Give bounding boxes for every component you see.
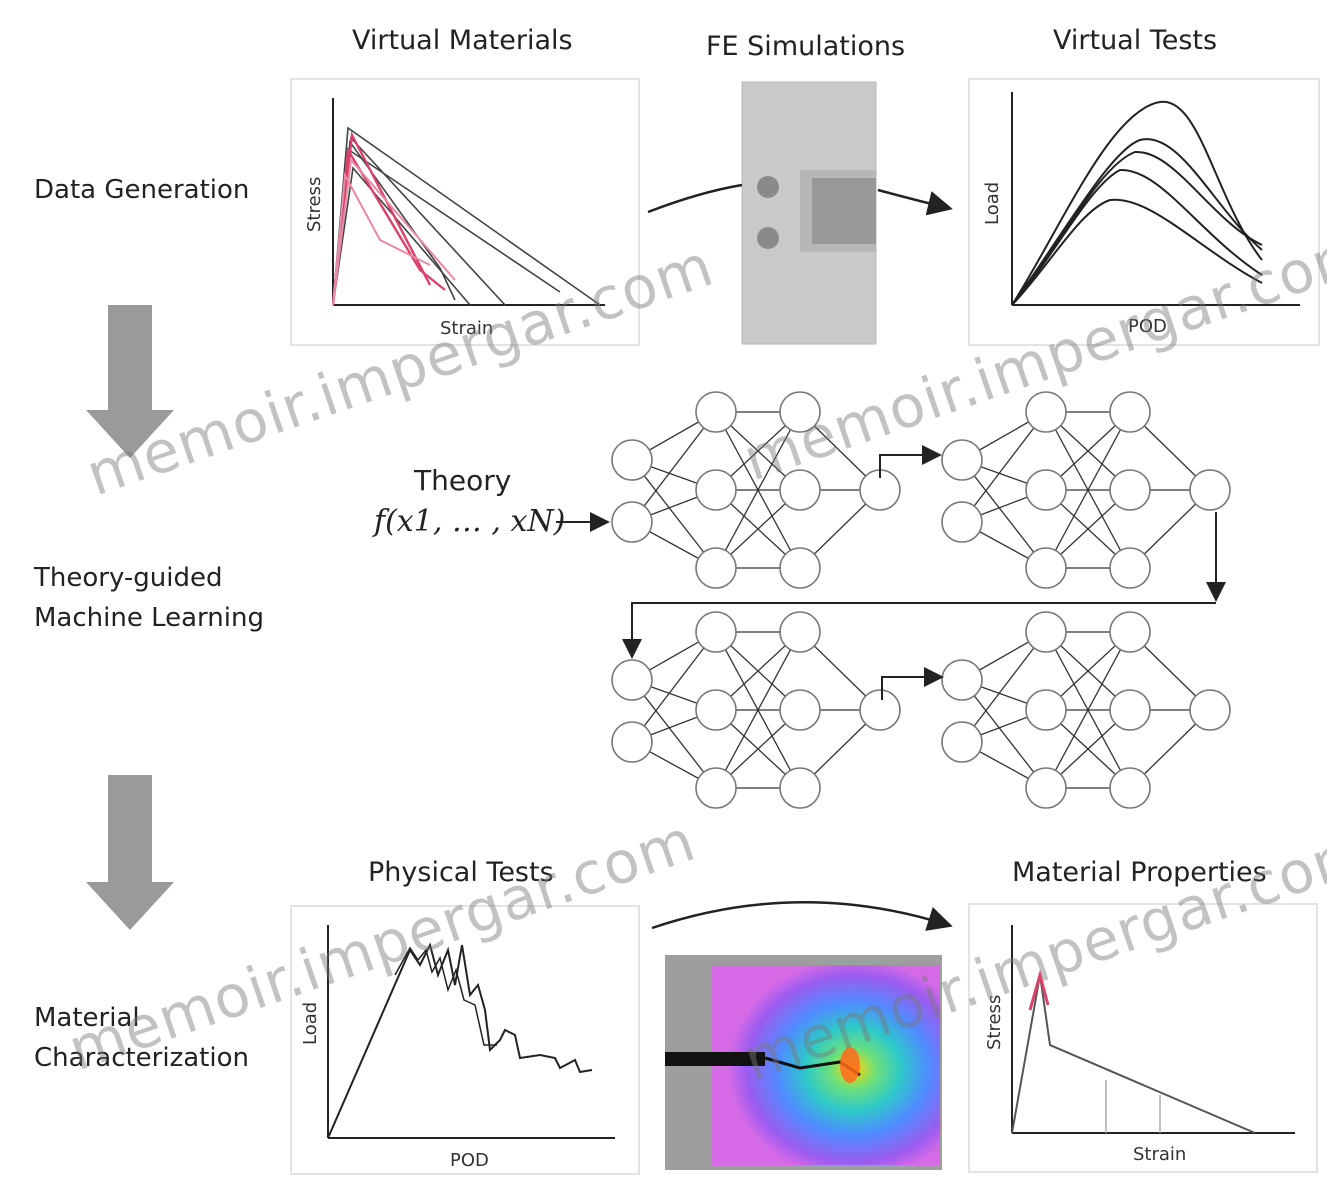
nn-node: [780, 612, 820, 652]
nn-node: [696, 548, 736, 588]
arrow-pt-to-mp: [652, 902, 948, 928]
pt-y-label: Load: [300, 1002, 321, 1045]
nn-node: [1110, 470, 1150, 510]
nn-node: [942, 502, 982, 542]
nn-node: [1110, 690, 1150, 730]
neural-network-2: [942, 392, 1230, 588]
nn-node: [1190, 690, 1230, 730]
nn-node: [780, 548, 820, 588]
vm-y-label: Stress: [304, 177, 325, 232]
nn-node: [696, 470, 736, 510]
nn-node: [1026, 612, 1066, 652]
nn-node: [942, 660, 982, 700]
mp-x-label: Strain: [1133, 1144, 1186, 1165]
nn-node: [1190, 470, 1230, 510]
nn-node: [942, 722, 982, 762]
vt-y-label: Load: [982, 182, 1003, 225]
nn-node: [612, 660, 652, 700]
nn-node: [696, 392, 736, 432]
nn-node: [1026, 548, 1066, 588]
nn-node: [696, 768, 736, 808]
nn-node: [1110, 548, 1150, 588]
arrow-fe-to-vt: [878, 190, 948, 208]
nn-node: [1110, 612, 1150, 652]
nn-node: [1026, 690, 1066, 730]
neural-network-3: [612, 612, 900, 808]
nn-node: [942, 440, 982, 480]
nn-node: [612, 440, 652, 480]
nn-node: [1110, 768, 1150, 808]
arrow-vm-to-fe: [648, 185, 742, 212]
nn-node: [1026, 470, 1066, 510]
nn-node: [696, 690, 736, 730]
pt-x-label: POD: [450, 1150, 489, 1171]
nn-node: [612, 722, 652, 762]
nn-node: [612, 502, 652, 542]
nn-node: [1110, 392, 1150, 432]
nn-node: [696, 612, 736, 652]
nn-node: [860, 690, 900, 730]
down-arrow-2-icon: [86, 775, 174, 930]
nn-node: [780, 690, 820, 730]
neural-network-4: [942, 612, 1230, 808]
nn-node: [1026, 768, 1066, 808]
fe-specimen-image: [742, 82, 876, 344]
nn-node: [780, 768, 820, 808]
